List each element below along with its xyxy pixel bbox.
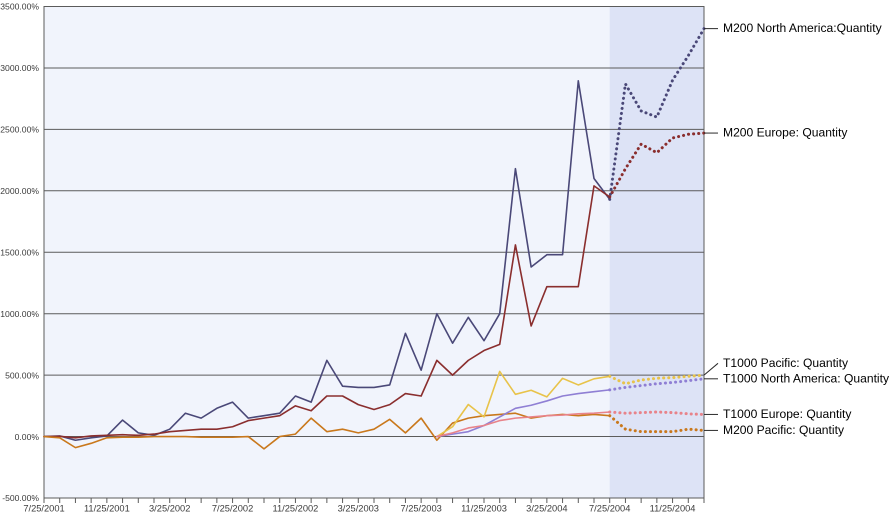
svg-text:11/25/2003: 11/25/2003 (461, 504, 507, 514)
svg-text:2000.00%: 2000.00% (0, 186, 39, 196)
svg-text:T1000 North America: Quantity: T1000 North America: Quantity (723, 371, 890, 385)
svg-text:500.00%: 500.00% (5, 370, 39, 380)
svg-text:M200 North America:Quantity: M200 North America:Quantity (723, 21, 883, 35)
svg-text:11/25/2004: 11/25/2004 (650, 504, 696, 514)
svg-text:11/25/2001: 11/25/2001 (84, 504, 130, 514)
svg-text:7/25/2003: 7/25/2003 (400, 504, 441, 514)
svg-text:M200 Europe: Quantity: M200 Europe: Quantity (723, 126, 848, 140)
svg-text:11/25/2002: 11/25/2002 (273, 504, 319, 514)
svg-text:T1000 Europe: Quantity: T1000 Europe: Quantity (723, 407, 852, 421)
svg-text:1000.00%: 1000.00% (0, 309, 39, 319)
svg-text:T1000 Pacific: Quantity: T1000 Pacific: Quantity (723, 356, 849, 370)
svg-text:0.00%: 0.00% (15, 432, 40, 442)
svg-text:7/25/2001: 7/25/2001 (23, 504, 64, 514)
svg-text:3000.00%: 3000.00% (0, 63, 39, 73)
svg-text:3/25/2002: 3/25/2002 (149, 504, 190, 514)
svg-text:1500.00%: 1500.00% (0, 247, 39, 257)
svg-text:M200 Pacific: Quantity: M200 Pacific: Quantity (723, 423, 845, 437)
svg-text:7/25/2002: 7/25/2002 (212, 504, 253, 514)
svg-text:2500.00%: 2500.00% (0, 125, 39, 135)
svg-text:3/25/2004: 3/25/2004 (526, 504, 567, 514)
svg-text:7/25/2004: 7/25/2004 (589, 504, 630, 514)
svg-text:3500.00%: 3500.00% (0, 2, 39, 12)
svg-text:3/25/2003: 3/25/2003 (338, 504, 379, 514)
svg-text:-500.00%: -500.00% (2, 493, 39, 503)
